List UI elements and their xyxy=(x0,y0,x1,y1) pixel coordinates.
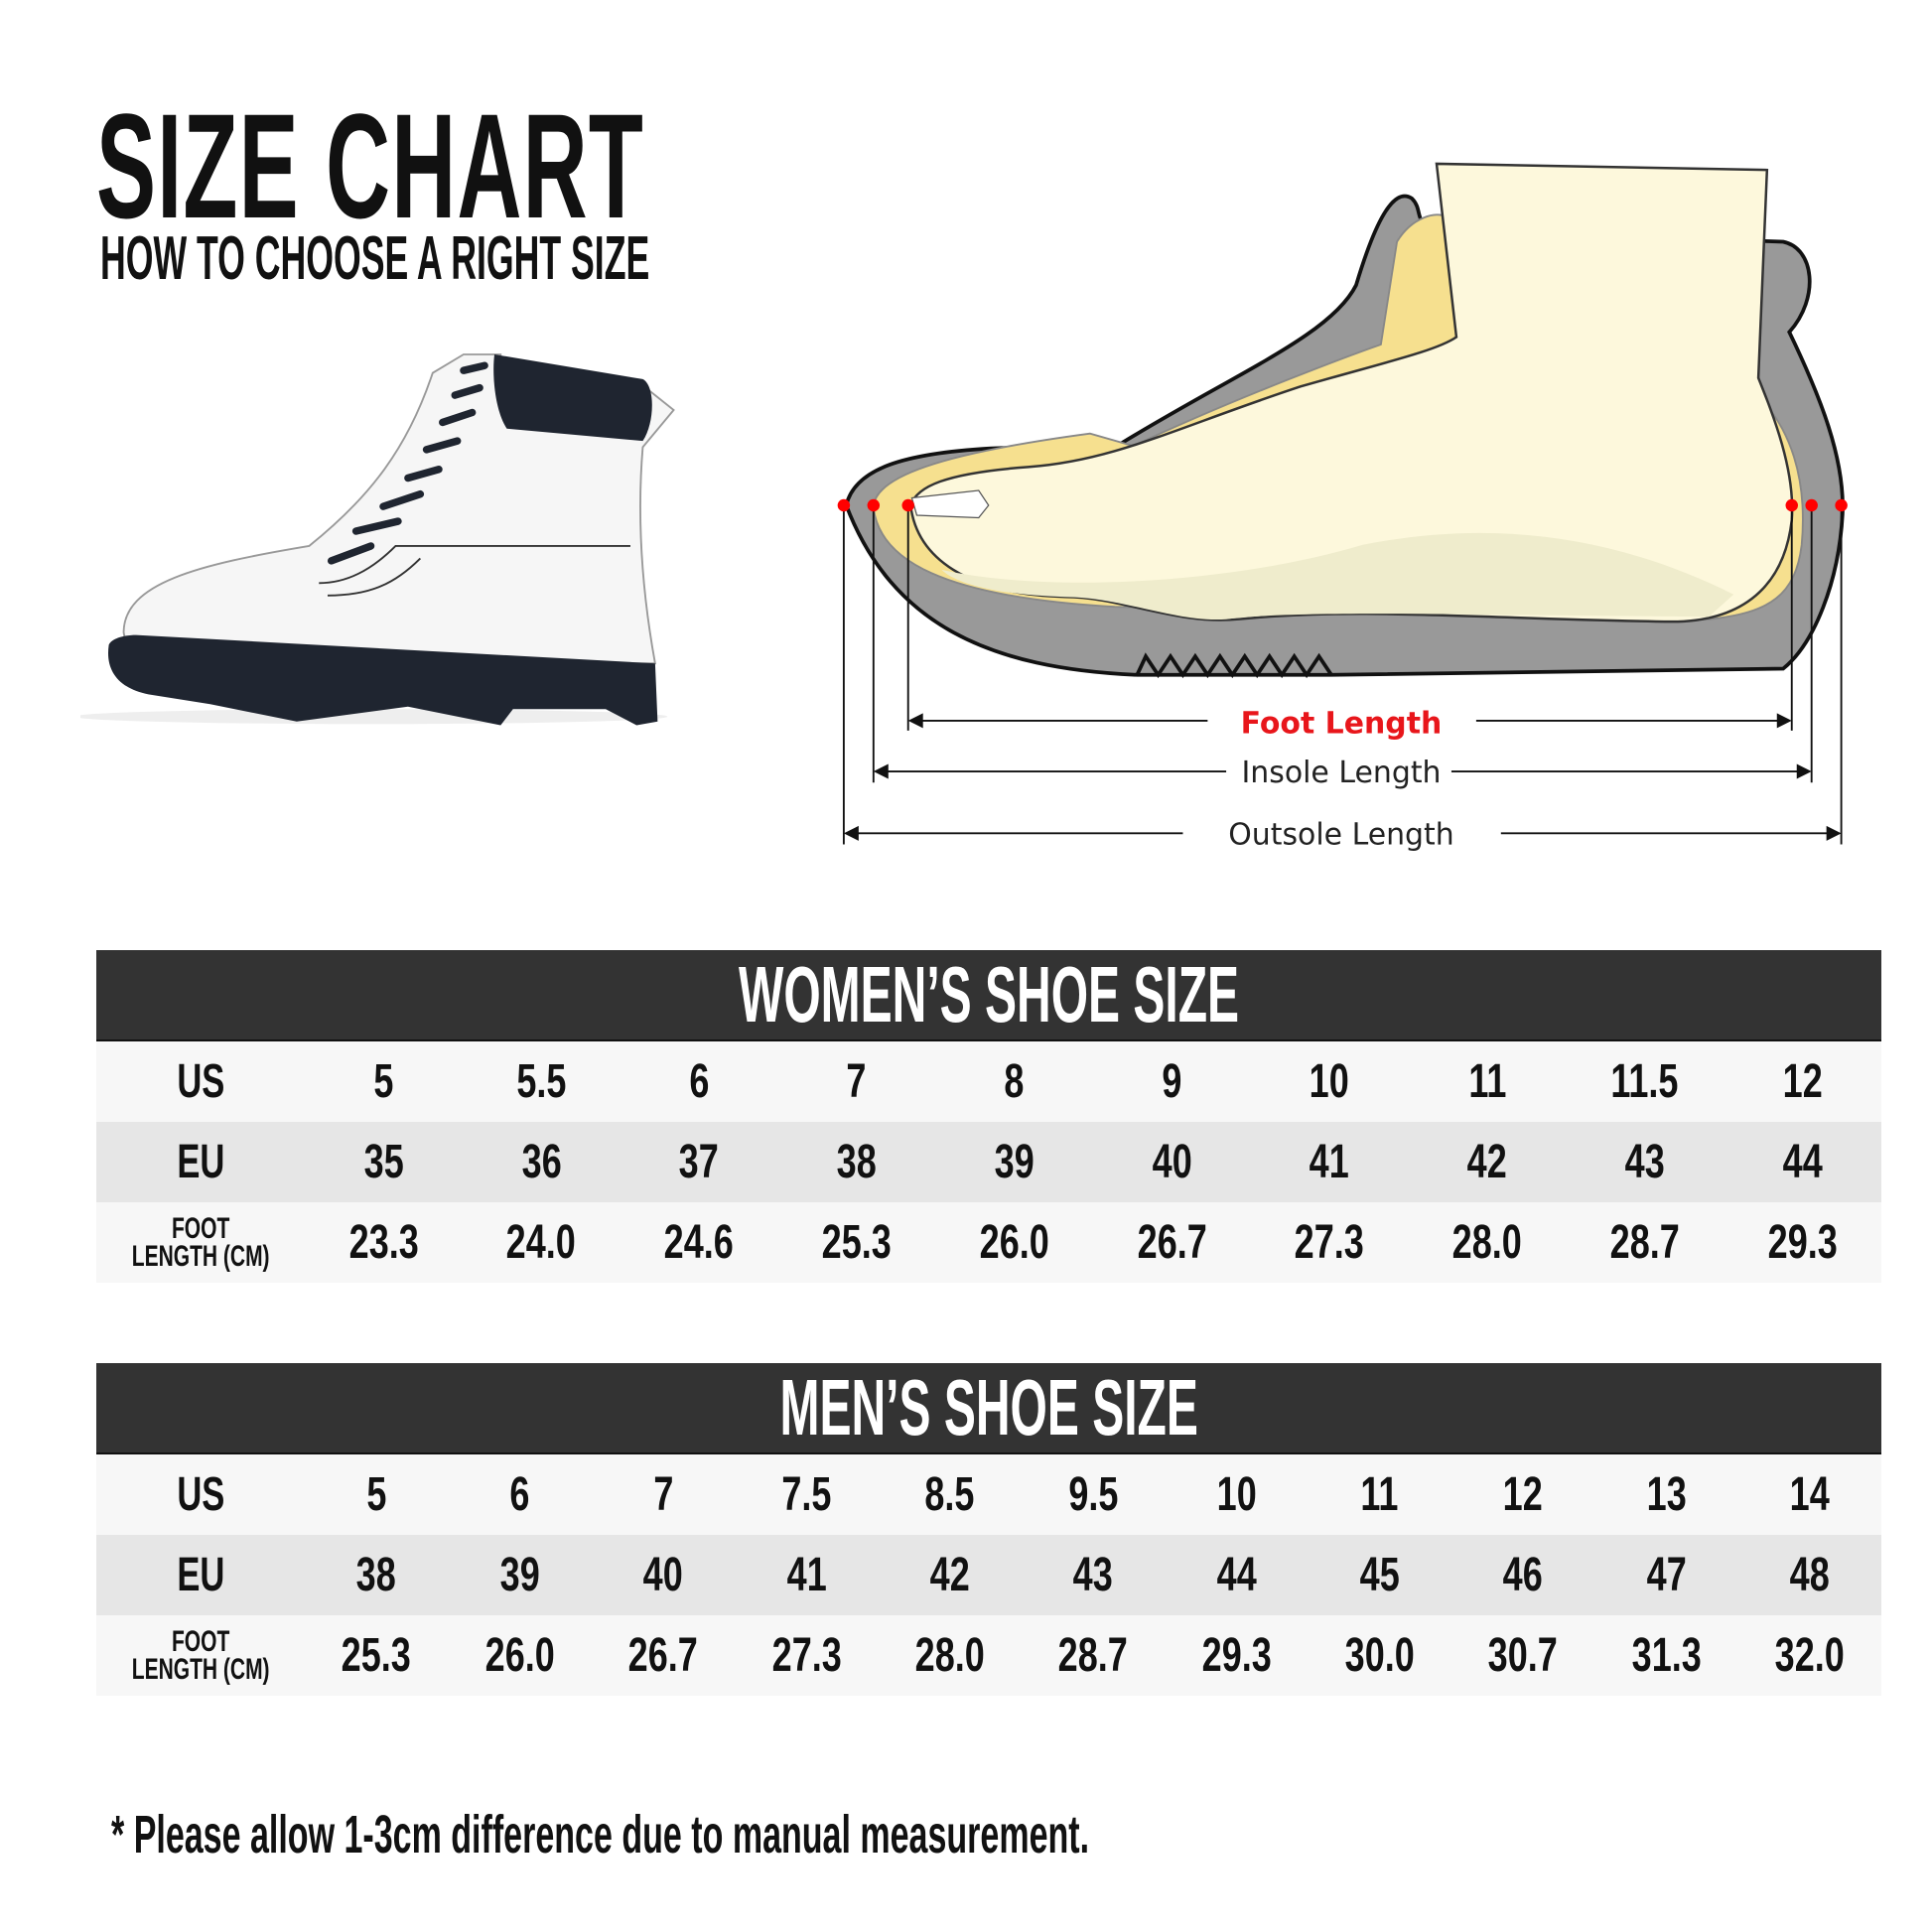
row-label: US xyxy=(176,1468,225,1521)
insole-length-label: Insole Length xyxy=(1241,756,1441,790)
women-table-header: WOMEN’S SHOE SIZE xyxy=(96,950,1881,1041)
table-cell: 7.5 xyxy=(781,1468,832,1521)
table-cell: 37 xyxy=(678,1136,720,1188)
table-cell: 26.0 xyxy=(979,1216,1049,1269)
foot-length-label: Foot Length xyxy=(1241,706,1443,741)
measure-points xyxy=(837,498,1848,512)
table-cell: 29.3 xyxy=(1201,1629,1272,1682)
table-cell: 43 xyxy=(1624,1136,1665,1188)
outsole-length-label: Outsole Length xyxy=(1228,818,1453,853)
table-cell: 26.7 xyxy=(1137,1216,1207,1269)
toenail xyxy=(910,489,990,519)
row-label-line: FOOT xyxy=(171,1211,230,1245)
table-cell: 44 xyxy=(1782,1136,1823,1188)
table-cell: 47 xyxy=(1646,1549,1687,1601)
table-cell: 8.5 xyxy=(924,1468,975,1521)
table-cell: 45 xyxy=(1359,1549,1400,1601)
table-cell: 11.5 xyxy=(1610,1055,1679,1108)
table-cell: 31.3 xyxy=(1631,1629,1702,1682)
table-cell: 26.0 xyxy=(484,1629,555,1682)
table-cell: 32.0 xyxy=(1774,1629,1845,1682)
boot-image xyxy=(80,353,675,726)
row-label: FOOT LENGTH (CM) xyxy=(96,1624,305,1686)
table-row: US 5 5.5 6 7 8 9 10 11 11.5 12 xyxy=(96,1041,1881,1122)
table-cell: 7 xyxy=(846,1055,867,1108)
table-cell: 46 xyxy=(1503,1549,1544,1601)
table-cell: 28.7 xyxy=(1609,1216,1680,1269)
table-cell: 43 xyxy=(1072,1549,1113,1601)
table-cell: 40 xyxy=(1152,1136,1192,1188)
table-cell: 48 xyxy=(1789,1549,1830,1601)
table-cell: 42 xyxy=(929,1549,970,1601)
table-cell: 38 xyxy=(836,1136,877,1188)
arrowheads xyxy=(843,713,1842,841)
table-cell: 5 xyxy=(373,1055,394,1108)
table-cell: 38 xyxy=(356,1549,397,1601)
men-table-title: MEN’S SHOE SIZE xyxy=(779,1363,1198,1451)
table-cell: 44 xyxy=(1216,1549,1257,1601)
table-cell: 8 xyxy=(1004,1055,1025,1108)
table-row: EU 35 36 37 38 39 40 41 42 43 44 xyxy=(96,1122,1881,1202)
table-cell: 6 xyxy=(509,1468,530,1521)
men-table-header: MEN’S SHOE SIZE xyxy=(96,1363,1881,1454)
measurement-diagram: Foot Length Insole Length Outsole Length xyxy=(837,162,1848,853)
table-cell: 28.0 xyxy=(914,1629,985,1682)
table-cell: 13 xyxy=(1646,1468,1687,1521)
table-cell: 23.3 xyxy=(348,1216,419,1269)
table-cell: 10 xyxy=(1310,1055,1350,1108)
page-title: SIZE CHART xyxy=(96,82,644,249)
table-cell: 29.3 xyxy=(1767,1216,1838,1269)
table-cell: 5.5 xyxy=(516,1055,567,1108)
tread xyxy=(1135,652,1333,679)
table-cell: 12 xyxy=(1782,1055,1823,1108)
table-cell: 5 xyxy=(366,1468,387,1521)
table-cell: 9 xyxy=(1162,1055,1182,1108)
table-cell: 11 xyxy=(1467,1055,1506,1108)
footnote: * Please allow 1-3cm difference due to m… xyxy=(111,1805,1090,1864)
table-cell: 7 xyxy=(652,1468,673,1521)
table-cell: 10 xyxy=(1216,1468,1257,1521)
table-cell: 36 xyxy=(521,1136,562,1188)
table-cell: 27.3 xyxy=(1295,1216,1365,1269)
row-label: FOOT LENGTH (CM) xyxy=(96,1211,305,1273)
table-cell: 6 xyxy=(688,1055,710,1108)
page-subtitle: HOW TO CHOOSE A RIGHT SIZE xyxy=(100,224,650,293)
table-row: FOOT LENGTH (CM) 23.3 24.0 24.6 25.3 26.0 26.7 2… xyxy=(96,1202,1881,1283)
row-label-line: LENGTH (CM) xyxy=(131,1239,270,1273)
table-cell: 25.3 xyxy=(342,1629,412,1682)
table-cell: 35 xyxy=(363,1136,404,1188)
table-cell: 40 xyxy=(642,1549,683,1601)
table-row: EU 38 39 40 41 42 43 44 45 46 47 48 xyxy=(96,1535,1881,1615)
table-cell: 39 xyxy=(499,1549,540,1601)
foot-shape xyxy=(908,162,1794,623)
table-row: FOOT LENGTH (CM) 25.3 26.0 26.7 27.3 28.0 28.7 2… xyxy=(96,1615,1881,1696)
table-cell: 39 xyxy=(994,1136,1035,1188)
table-cell: 26.7 xyxy=(627,1629,698,1682)
row-label: EU xyxy=(176,1549,225,1601)
table-row: US 5 6 7 7.5 8.5 9.5 10 11 12 13 14 xyxy=(96,1454,1881,1535)
women-table-title: WOMEN’S SHOE SIZE xyxy=(738,950,1240,1038)
table-cell: 30.7 xyxy=(1488,1629,1559,1682)
table-cell: 14 xyxy=(1789,1468,1830,1521)
table-cell: 11 xyxy=(1360,1468,1399,1521)
row-label-line: FOOT xyxy=(171,1624,230,1658)
table-cell: 12 xyxy=(1503,1468,1544,1521)
row-label: US xyxy=(176,1055,225,1108)
table-cell: 41 xyxy=(1310,1136,1350,1188)
table-cell: 41 xyxy=(786,1549,827,1601)
table-cell: 28.0 xyxy=(1451,1216,1523,1269)
men-size-table: MEN’S SHOE SIZE US 5 6 7 7.5 8.5 9.5 10 11 12 13 14… xyxy=(96,1363,1881,1696)
table-cell: 25.3 xyxy=(821,1216,892,1269)
table-cell: 27.3 xyxy=(771,1629,842,1682)
table-cell: 42 xyxy=(1466,1136,1507,1188)
table-cell: 30.0 xyxy=(1344,1629,1415,1682)
row-label: EU xyxy=(176,1136,225,1188)
table-cell: 9.5 xyxy=(1067,1468,1119,1521)
table-cell: 28.7 xyxy=(1057,1629,1129,1682)
women-size-table: WOMEN’S SHOE SIZE US 5 5.5 6 7 8 9 10 11 11.5 12 E… xyxy=(96,950,1881,1283)
table-cell: 24.6 xyxy=(663,1216,735,1269)
row-label-line: LENGTH (CM) xyxy=(131,1652,270,1686)
table-cell: 24.0 xyxy=(506,1216,577,1269)
